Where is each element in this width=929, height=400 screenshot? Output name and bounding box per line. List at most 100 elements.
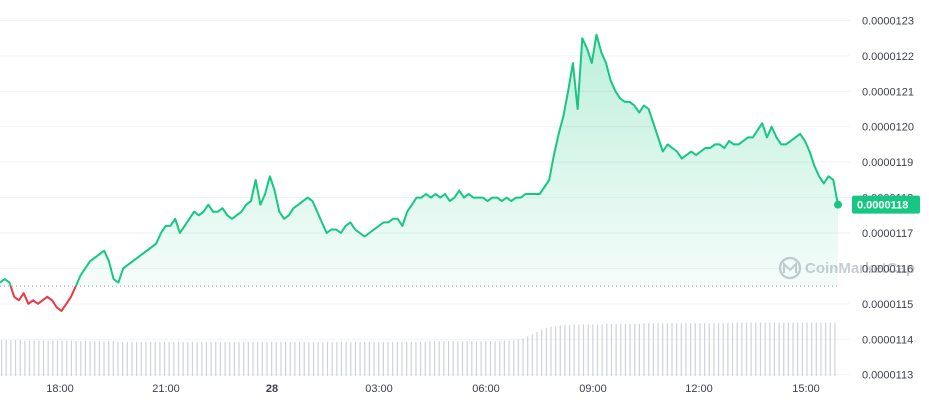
volume-bar <box>792 322 794 376</box>
volume-bar <box>336 341 338 376</box>
volume-bar <box>322 341 324 376</box>
volume-bar <box>5 340 7 376</box>
volume-bar <box>606 323 608 376</box>
volume-bar <box>578 324 580 376</box>
volume-bar <box>615 323 617 376</box>
volume-bar <box>731 322 734 376</box>
volume-bar <box>66 340 68 376</box>
volume-bar <box>717 323 720 376</box>
volume-bar <box>210 341 212 376</box>
volume-bar <box>666 323 668 376</box>
volume-bar <box>280 341 282 376</box>
volume-bar <box>811 322 813 376</box>
volume-bar <box>312 341 315 376</box>
volume-bar <box>494 341 496 376</box>
volume-bar <box>257 341 259 376</box>
volume-bar <box>466 341 468 376</box>
volume-bar <box>415 341 417 376</box>
volume-bar <box>75 341 77 376</box>
volume-bar <box>182 341 184 376</box>
volume-bar <box>513 340 515 376</box>
volume-bar <box>638 323 641 376</box>
volume-bar <box>433 341 436 376</box>
volume-bar <box>834 322 836 376</box>
volume-bar <box>750 322 752 376</box>
volume-bar <box>662 323 664 376</box>
volume-bar <box>708 323 710 376</box>
volume-bar <box>61 340 63 376</box>
x-axis: 18:00 21:00 28 03:00 06:00 09:00 12:00 15:00 <box>46 383 820 395</box>
volume-bar <box>438 341 440 376</box>
volume-bar <box>261 341 263 376</box>
volume-bar <box>98 341 100 376</box>
volume-bar <box>690 323 692 376</box>
volume-bar <box>406 341 408 376</box>
volume-bar <box>550 326 552 376</box>
volume-bar <box>173 341 175 376</box>
volume-bar <box>364 341 366 376</box>
volume-bar <box>671 323 673 376</box>
volume-bar <box>475 341 478 376</box>
volume-bar <box>94 341 96 376</box>
volume-bar <box>378 341 380 376</box>
volume-bar <box>108 341 110 376</box>
x-tick-label: 28 <box>266 383 278 395</box>
volume-bar <box>177 341 180 376</box>
volume-bar <box>19 340 21 376</box>
volume-bar <box>10 340 12 376</box>
volume-bar <box>452 341 454 376</box>
volume-bar <box>368 341 370 376</box>
volume-bar <box>303 341 305 376</box>
volume-bar <box>131 341 133 376</box>
volume-bar <box>42 340 45 376</box>
volume-bar <box>1 340 3 376</box>
volume-bar <box>401 341 403 376</box>
volume-bar <box>24 340 26 376</box>
volume-bar <box>326 341 329 376</box>
y-tick-label: 0.0000120 <box>862 122 914 134</box>
volume-bar <box>317 341 319 376</box>
volume-bar <box>601 324 603 376</box>
y-tick-label: 0.0000121 <box>862 86 914 98</box>
volume-bar <box>70 340 73 376</box>
volume-bar <box>559 325 561 376</box>
volume-bar <box>699 323 701 376</box>
volume-bar <box>531 334 533 376</box>
volume-bar <box>163 341 166 376</box>
volume-bar <box>736 322 738 376</box>
y-tick-label: 0.0000114 <box>862 334 913 346</box>
volume-bar <box>112 341 114 376</box>
volume-bar <box>652 323 654 376</box>
volume-bar <box>508 340 510 376</box>
volume-bar <box>499 341 501 376</box>
volume-bar <box>680 323 682 376</box>
volume-bar <box>536 331 538 376</box>
volume-bar <box>354 341 357 376</box>
volume-bar <box>373 341 375 376</box>
volume-bar <box>191 341 194 376</box>
volume-bar <box>224 341 226 376</box>
volume-bar <box>80 341 82 376</box>
volume-bar <box>233 341 235 376</box>
x-tick-label: 12:00 <box>685 383 713 395</box>
volume-bar <box>657 323 659 376</box>
volume-bar <box>582 324 585 376</box>
volume-bar <box>722 323 724 376</box>
volume-bar <box>489 341 492 376</box>
volume-bar <box>741 322 743 376</box>
volume-bar <box>350 341 352 376</box>
volume-bar <box>829 322 831 376</box>
volume-bar <box>480 341 482 376</box>
y-tick-label: 0.0000115 <box>862 299 913 311</box>
y-tick-label: 0.0000116 <box>862 263 913 275</box>
volume-bar <box>126 341 128 376</box>
volume-bar <box>149 341 152 376</box>
volume-bar <box>47 340 49 376</box>
volume-bar <box>806 322 808 376</box>
volume-bar <box>797 322 799 376</box>
volume-bar <box>703 323 706 376</box>
volume-bar <box>219 341 222 376</box>
volume-bar <box>122 341 124 376</box>
volume-bar <box>610 323 613 376</box>
